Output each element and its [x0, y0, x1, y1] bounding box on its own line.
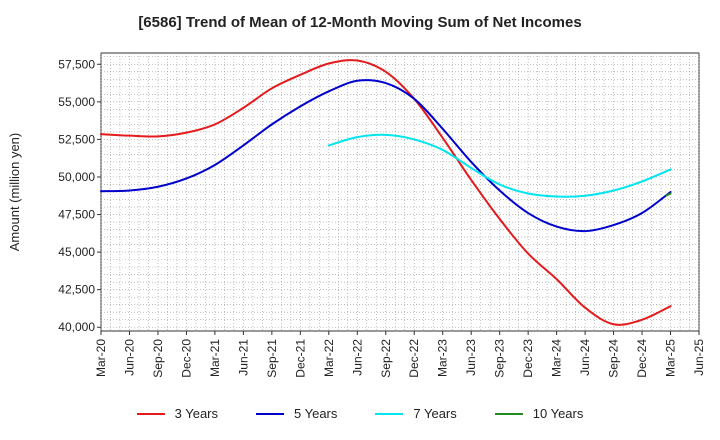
x-tick-label: Mar-23 — [436, 339, 450, 377]
legend-label-3-years: 3 Years — [174, 406, 218, 421]
x-tick-label: Dec-20 — [179, 339, 193, 378]
x-tick-label: Dec-24 — [635, 339, 649, 378]
x-tick-label: Sep-23 — [493, 339, 507, 378]
x-tick-label: Mar-21 — [208, 339, 222, 377]
x-tick-label: Jun-21 — [236, 339, 250, 376]
y-tick-label: 55,000 — [58, 95, 95, 109]
series-line-5-years — [100, 79, 672, 233]
legend-item-10-years: 10 Years — [494, 406, 584, 421]
x-tick-label: Jun-25 — [692, 339, 706, 376]
y-tick-label: 40,000 — [58, 320, 95, 334]
chart-title: [6586] Trend of Mean of 12-Month Moving … — [138, 14, 582, 31]
x-tick-label: Jun-24 — [578, 339, 592, 376]
x-tick-label: Sep-21 — [265, 339, 279, 378]
y-tick-label: 50,000 — [58, 170, 95, 184]
x-tick-label: Sep-24 — [607, 339, 621, 378]
x-tick-label: Mar-25 — [664, 339, 678, 377]
series-line-7-years — [327, 133, 672, 198]
legend-label-5-years: 5 Years — [294, 406, 338, 421]
x-tick-label: Jun-23 — [464, 339, 478, 376]
series-line-10-years — [665, 192, 672, 197]
legend-swatch-3-years — [136, 412, 165, 415]
y-tick-label: 42,500 — [58, 283, 95, 297]
x-tick-label: Mar-24 — [550, 339, 564, 377]
y-axis-label: Amount (million yen) — [7, 133, 22, 252]
x-tick-label: Sep-20 — [151, 339, 165, 378]
x-tick-label: Sep-22 — [379, 339, 393, 378]
legend-swatch-7-years — [375, 412, 404, 415]
legend-item-5-years: 5 Years — [256, 406, 337, 421]
x-tick-label: Dec-22 — [407, 339, 421, 378]
legend-label-7-years: 7 Years — [413, 406, 457, 421]
x-tick-label: Dec-23 — [521, 339, 535, 378]
x-tick-label: Jun-22 — [350, 339, 364, 376]
legend-label-10-years: 10 Years — [532, 406, 584, 421]
y-tick-label: 45,000 — [58, 245, 95, 259]
chart-legend: 3 Years 5 Years 7 Years 10 Years — [0, 406, 720, 421]
legend-swatch-5-years — [256, 412, 284, 415]
x-tick-label: Dec-21 — [293, 339, 307, 378]
x-tick-label: Mar-20 — [94, 339, 108, 377]
legend-item-3-years: 3 Years — [136, 406, 218, 421]
series-line-3-years — [100, 59, 672, 326]
y-tick-label: 52,500 — [58, 132, 95, 146]
x-tick-label: Jun-20 — [122, 339, 136, 376]
x-tick-label: Mar-22 — [322, 339, 336, 377]
legend-swatch-10-years — [494, 412, 523, 415]
y-tick-label: 57,500 — [58, 57, 95, 71]
legend-item-7-years: 7 Years — [375, 406, 457, 421]
y-tick-label: 47,500 — [58, 208, 95, 222]
